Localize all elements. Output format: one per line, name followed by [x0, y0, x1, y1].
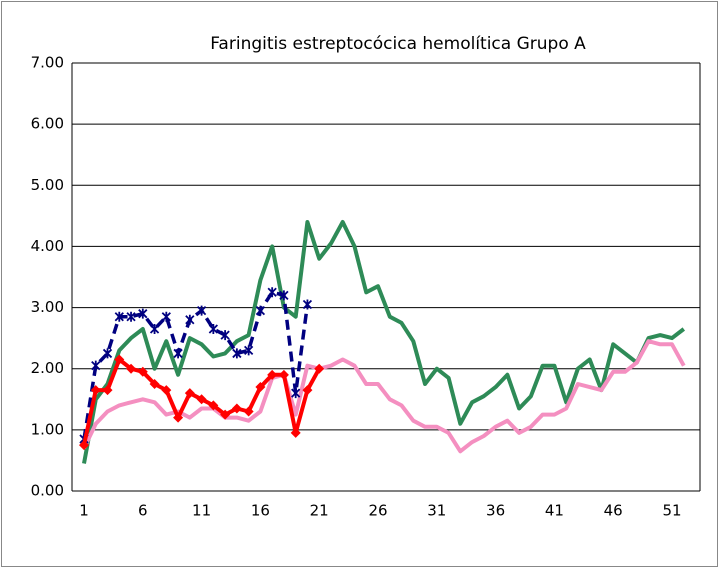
marker	[114, 311, 124, 322]
x-tick-label: 31	[427, 502, 446, 520]
marker	[290, 427, 301, 438]
y-tick-label: 7.00	[31, 54, 64, 72]
marker	[149, 323, 160, 334]
x-tick-label: 16	[251, 502, 270, 520]
marker	[137, 366, 148, 377]
marker	[208, 323, 218, 334]
y-tick-label: 1.00	[31, 420, 64, 438]
marker	[232, 348, 242, 359]
marker	[220, 409, 231, 420]
marker	[184, 388, 195, 399]
marker	[243, 406, 254, 417]
marker	[291, 388, 301, 399]
marker	[196, 394, 207, 405]
marker	[149, 379, 160, 389]
x-tick-label: 36	[486, 502, 505, 520]
marker	[231, 403, 242, 414]
y-tick-label: 2.00	[31, 359, 64, 377]
marker	[255, 382, 266, 393]
marker	[102, 385, 113, 396]
marker	[220, 330, 230, 341]
marker	[126, 311, 136, 322]
x-tick-label: 41	[545, 502, 564, 520]
marker	[185, 314, 195, 325]
marker	[173, 412, 184, 423]
marker	[173, 348, 183, 359]
y-tick-label: 4.00	[31, 237, 64, 255]
x-tick-label: 51	[662, 502, 681, 520]
marker	[302, 299, 313, 310]
y-tick-label: 5.00	[31, 176, 64, 194]
series-line	[82, 220, 686, 464]
marker	[79, 440, 89, 451]
marker	[196, 305, 207, 316]
chart-title: Faringitis estreptocócica hemolítica Gru…	[210, 34, 586, 54]
y-tick-label: 0.00	[31, 482, 64, 500]
marker	[208, 400, 219, 411]
x-tick-label: 11	[192, 502, 211, 520]
y-tick-label: 6.00	[31, 115, 64, 133]
x-tick-label: 6	[138, 502, 148, 520]
marker	[138, 308, 148, 319]
marker	[161, 385, 172, 396]
marker	[267, 369, 278, 380]
marker	[114, 354, 125, 365]
series-line	[82, 339, 686, 454]
marker	[244, 345, 254, 356]
x-tick-label: 26	[368, 502, 387, 520]
marker	[102, 348, 113, 359]
x-tick-label: 1	[79, 502, 89, 520]
x-tick-label: 46	[604, 502, 623, 520]
marker	[314, 363, 325, 374]
marker	[91, 360, 101, 371]
marker	[279, 290, 289, 301]
marker	[255, 305, 266, 316]
marker	[90, 385, 101, 396]
marker	[161, 311, 171, 322]
marker	[267, 287, 277, 298]
marker	[302, 385, 313, 396]
marker	[278, 369, 289, 380]
y-tick-label: 3.00	[31, 298, 64, 316]
x-tick-label: 21	[310, 502, 329, 520]
marker	[126, 363, 137, 374]
